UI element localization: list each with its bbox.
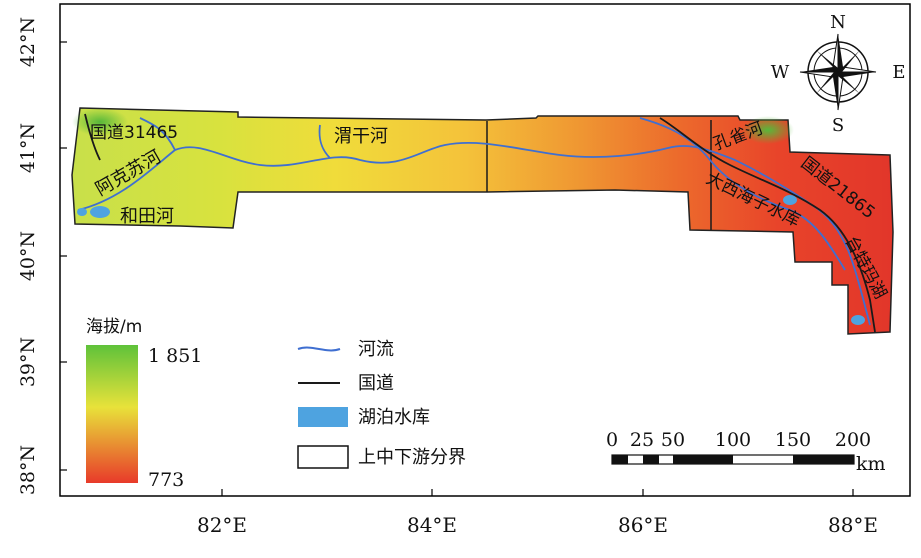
label-river-weigan: 渭干河	[334, 126, 388, 147]
label-river-hetian: 和田河	[120, 206, 174, 227]
lat-label-41: 41°N	[17, 123, 39, 173]
elevation-legend-title: 海拔/m	[86, 317, 142, 337]
lon-label-84: 84°E	[407, 513, 457, 537]
legend-lake-symbol	[298, 407, 348, 427]
elevation-min-label: 773	[148, 469, 184, 491]
national-road	[84, 113, 876, 333]
label-road-31465: 国道31465	[90, 123, 178, 143]
legend-road-label: 国道	[358, 373, 394, 394]
compass-south: S	[832, 115, 844, 136]
study-area	[71, 107, 894, 335]
scale-label-0: 0	[606, 429, 618, 451]
elevation-color-bar	[86, 345, 138, 483]
lakes	[77, 195, 865, 325]
scale-label-100: 100	[715, 429, 751, 451]
lat-label-42: 42°N	[17, 17, 39, 67]
lon-label-88: 88°E	[828, 513, 878, 537]
high-elevation-patch	[742, 116, 794, 144]
scale-label-200: 200	[835, 429, 871, 451]
scale-label-150: 150	[775, 429, 811, 451]
scale-unit: km	[856, 453, 886, 475]
legend-lake-label: 湖泊水库	[358, 407, 430, 428]
lat-ticks	[60, 41, 67, 471]
map-frame	[59, 3, 911, 497]
scale-label-50: 50	[661, 429, 685, 451]
compass-rose	[799, 33, 877, 111]
elevation-max-label: 1 851	[148, 345, 202, 367]
legend-boundary-symbol	[297, 445, 349, 469]
lat-label-40: 40°N	[17, 231, 39, 281]
legend-river-label: 河流	[358, 339, 394, 360]
lon-label-86: 86°E	[618, 513, 668, 537]
compass-west: W	[771, 62, 790, 83]
lon-ticks	[221, 489, 854, 496]
legend-boundary-label: 上中下游分界	[358, 447, 466, 468]
compass-north: N	[830, 12, 846, 33]
scale-bar	[611, 454, 855, 465]
lat-label-39: 39°N	[17, 337, 39, 387]
legend-river-symbol	[297, 346, 341, 352]
compass-east: E	[892, 62, 905, 83]
lon-label-82: 82°E	[197, 513, 247, 537]
lat-label-38: 38°N	[17, 445, 39, 495]
scale-label-25: 25	[630, 429, 654, 451]
